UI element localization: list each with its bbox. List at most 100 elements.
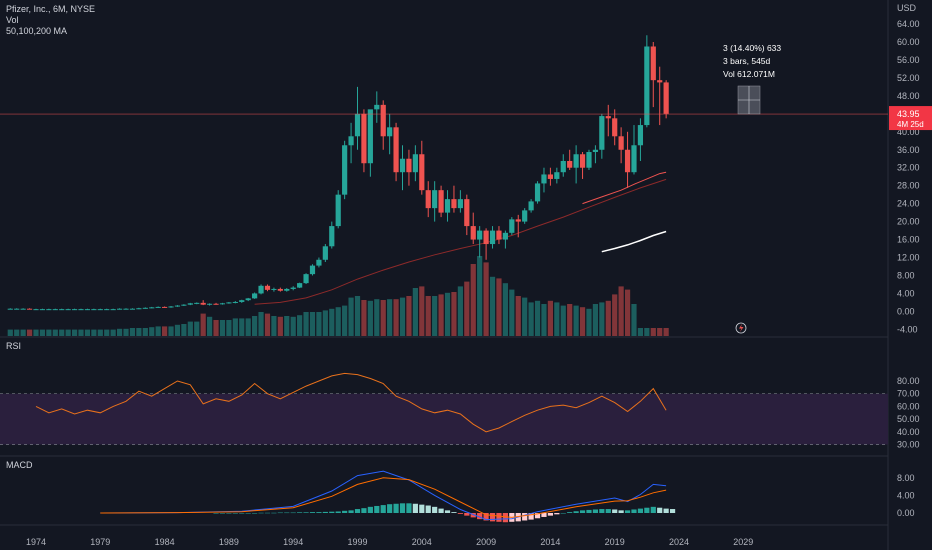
bar-countdown: 4M 25d bbox=[897, 120, 924, 129]
price-tick-label: 48.00 bbox=[897, 91, 920, 101]
candle-body bbox=[541, 174, 547, 184]
volume-bar bbox=[290, 316, 296, 336]
symbol-title[interactable]: Pfizer, Inc., 6M, NYSE bbox=[6, 4, 96, 14]
price-tick-label: 8.00 bbox=[897, 270, 915, 280]
candle-body bbox=[509, 219, 515, 233]
candle-body bbox=[207, 303, 213, 305]
volume-bar bbox=[142, 328, 148, 336]
rsi-band-fill bbox=[0, 393, 888, 445]
volume-bar bbox=[14, 329, 20, 336]
volume-bar bbox=[78, 329, 84, 336]
macd-histogram-bar bbox=[612, 509, 618, 513]
candle-body bbox=[489, 230, 496, 245]
volume-bar bbox=[560, 305, 566, 336]
volume-bar bbox=[483, 262, 489, 336]
macd-histogram-bar bbox=[534, 513, 541, 519]
ma-legend[interactable]: 50,100,200 MA bbox=[6, 26, 68, 36]
macd-histogram-bar bbox=[522, 513, 528, 521]
candle-body bbox=[451, 199, 457, 209]
volume-bar bbox=[419, 286, 425, 336]
volume-bar bbox=[252, 316, 258, 336]
candle-body bbox=[59, 309, 65, 311]
volume-bar bbox=[84, 329, 91, 336]
volume-bar bbox=[309, 312, 316, 336]
volume-bar bbox=[605, 300, 611, 336]
macd-histogram-bar bbox=[348, 510, 354, 513]
candle-body bbox=[432, 190, 438, 209]
flash-icon-ring bbox=[735, 322, 747, 334]
candle-body bbox=[52, 309, 58, 311]
candle-body bbox=[271, 288, 277, 290]
macd-histogram-bar bbox=[354, 509, 361, 513]
volume-bar bbox=[393, 299, 399, 336]
candle-body bbox=[20, 308, 26, 310]
rsi-tick-label: 70.00 bbox=[897, 389, 920, 399]
volume-bar bbox=[207, 316, 213, 336]
candle-body bbox=[116, 308, 123, 310]
macd-histogram-bar bbox=[464, 513, 470, 516]
price-tick-label: 60.00 bbox=[897, 37, 920, 47]
candle-body bbox=[354, 113, 361, 137]
volume-bar bbox=[554, 302, 560, 336]
macd-histogram-bar bbox=[438, 508, 444, 513]
candle-body bbox=[149, 307, 155, 309]
macd-histogram bbox=[213, 503, 676, 523]
volume-bar bbox=[219, 320, 226, 336]
candle-body bbox=[309, 265, 316, 275]
volume-bar bbox=[515, 296, 521, 336]
macd-tick-label: 4.00 bbox=[897, 490, 915, 500]
candle-body bbox=[618, 136, 624, 150]
candle-body bbox=[264, 285, 271, 290]
volume-bar bbox=[451, 292, 457, 336]
price-tick-label: 32.00 bbox=[897, 163, 920, 173]
macd-histogram-bar bbox=[592, 509, 599, 513]
volume-bar bbox=[129, 328, 136, 336]
candle-body bbox=[226, 302, 232, 304]
macd-histogram-bar bbox=[579, 510, 586, 513]
rsi-tick-label: 60.00 bbox=[897, 401, 920, 411]
volume-bar bbox=[444, 292, 451, 336]
volume-legend[interactable]: Vol bbox=[6, 15, 19, 25]
macd-pane-label[interactable]: MACD bbox=[6, 460, 33, 470]
candle-body bbox=[194, 302, 200, 304]
volume-bar bbox=[213, 320, 219, 336]
volume-bar bbox=[502, 283, 508, 336]
macd-histogram-bar bbox=[219, 513, 226, 514]
volume-bar bbox=[412, 288, 418, 336]
candle-body bbox=[522, 210, 528, 222]
rsi-pane-label[interactable]: RSI bbox=[6, 341, 22, 351]
time-tick-label: 1979 bbox=[90, 537, 110, 547]
volume-bar bbox=[657, 328, 663, 336]
volume-bar bbox=[367, 300, 373, 336]
candle-body bbox=[110, 309, 116, 311]
candle-body bbox=[573, 154, 579, 168]
volume-bar bbox=[663, 328, 669, 336]
price-tick-label: 20.00 bbox=[897, 217, 920, 227]
candle-body bbox=[26, 308, 33, 310]
last-price-value: 43.95 bbox=[897, 109, 920, 119]
volume-bar bbox=[59, 329, 65, 336]
macd-histogram-bar bbox=[669, 509, 676, 513]
candle-body bbox=[329, 226, 335, 247]
moving-average-line bbox=[582, 171, 667, 205]
volume-bar bbox=[116, 328, 123, 336]
macd-histogram-bar bbox=[477, 513, 483, 520]
macd-histogram-bar bbox=[567, 512, 573, 513]
macd-histogram-bar bbox=[393, 503, 399, 513]
volume-bars bbox=[7, 256, 669, 336]
price-tick-label: 24.00 bbox=[897, 199, 920, 209]
time-tick-label: 2009 bbox=[476, 537, 496, 547]
volume-bar bbox=[168, 326, 174, 336]
candle-body bbox=[444, 199, 451, 213]
volume-bar bbox=[464, 281, 470, 336]
chart-legend: Pfizer, Inc., 6M, NYSE Vol 50,100,200 MA bbox=[6, 4, 95, 37]
candle-body bbox=[290, 287, 296, 289]
macd-histogram-bar bbox=[406, 503, 412, 513]
candle-body bbox=[612, 118, 618, 137]
candle-body bbox=[387, 127, 393, 137]
candle-body bbox=[187, 303, 193, 305]
candle-body bbox=[496, 230, 502, 240]
candle-body bbox=[123, 308, 129, 310]
candle-body bbox=[644, 46, 650, 126]
